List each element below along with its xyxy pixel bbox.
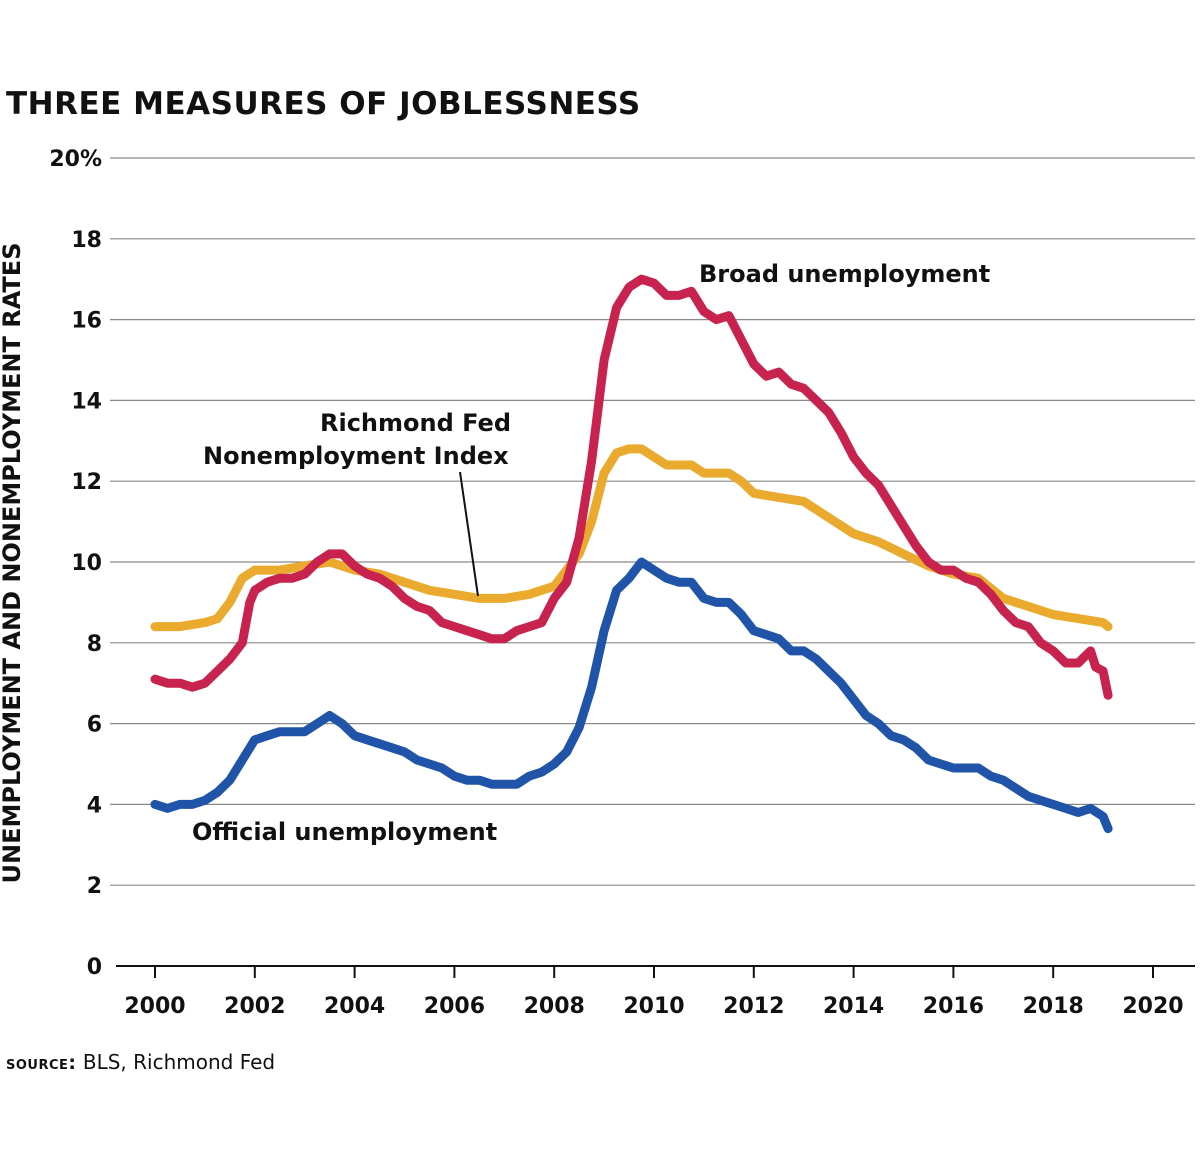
annotation-leader-line bbox=[459, 471, 479, 597]
x-tick-label: 2006 bbox=[424, 994, 485, 1019]
annotation-broad-unemployment: Broad unemployment bbox=[699, 260, 990, 288]
x-tick-label: 2018 bbox=[1023, 994, 1084, 1019]
annotation-richmond-fed: Richmond Fed bbox=[320, 409, 511, 437]
annotation-layer: Broad unemployment Richmond Fed Nonemplo… bbox=[192, 260, 990, 846]
x-tick-label: 2000 bbox=[124, 994, 185, 1019]
y-tick-label: 16 bbox=[71, 309, 102, 334]
source-note: SOURCE: BLS, Richmond Fed bbox=[6, 1050, 275, 1074]
chart-title: THREE MEASURES OF JOBLESSNESS bbox=[6, 86, 641, 122]
y-tick-label: 20% bbox=[49, 147, 102, 172]
x-tick-label: 2020 bbox=[1122, 994, 1183, 1019]
x-tick-label: 2016 bbox=[923, 994, 984, 1019]
x-tick-label: 2004 bbox=[324, 994, 385, 1019]
annotation-official-unemployment: Official unemployment bbox=[192, 818, 497, 846]
y-tick-label: 12 bbox=[71, 470, 102, 495]
source-label: SOURCE: bbox=[6, 1052, 77, 1074]
series-line-nonemployment bbox=[150, 444, 1113, 632]
y-tick-label: 6 bbox=[87, 713, 102, 738]
y-tick-label: 0 bbox=[87, 955, 102, 980]
series-line-broad bbox=[150, 274, 1113, 700]
y-tick-label: 14 bbox=[71, 389, 102, 414]
y-tick-label: 18 bbox=[71, 228, 102, 253]
y-tick-label: 10 bbox=[71, 551, 102, 576]
x-tick-label: 2014 bbox=[823, 994, 884, 1019]
x-tick-label: 2002 bbox=[224, 994, 285, 1019]
x-tick-label: 2012 bbox=[723, 994, 784, 1019]
series-line-official bbox=[150, 557, 1113, 834]
annotation-nonemployment-index: Nonemployment Index bbox=[203, 442, 509, 470]
x-tick-label: 2010 bbox=[623, 994, 684, 1019]
x-axis bbox=[116, 965, 1195, 978]
y-tick-label: 8 bbox=[87, 632, 102, 657]
y-tick-label: 2 bbox=[87, 874, 102, 899]
gridlines bbox=[110, 157, 1195, 886]
x-tick-labels: 2000 2002 2004 2006 2008 2010 2012 2014 2016 2018… bbox=[124, 994, 1183, 1019]
y-tick-label: 4 bbox=[87, 793, 102, 818]
y-tick-labels: 0 2 4 6 8 10 12 14 16 18 20% bbox=[49, 147, 102, 980]
x-tick-label: 2008 bbox=[524, 994, 585, 1019]
source-text: BLS, Richmond Fed bbox=[82, 1050, 276, 1074]
series-layer bbox=[150, 274, 1113, 834]
